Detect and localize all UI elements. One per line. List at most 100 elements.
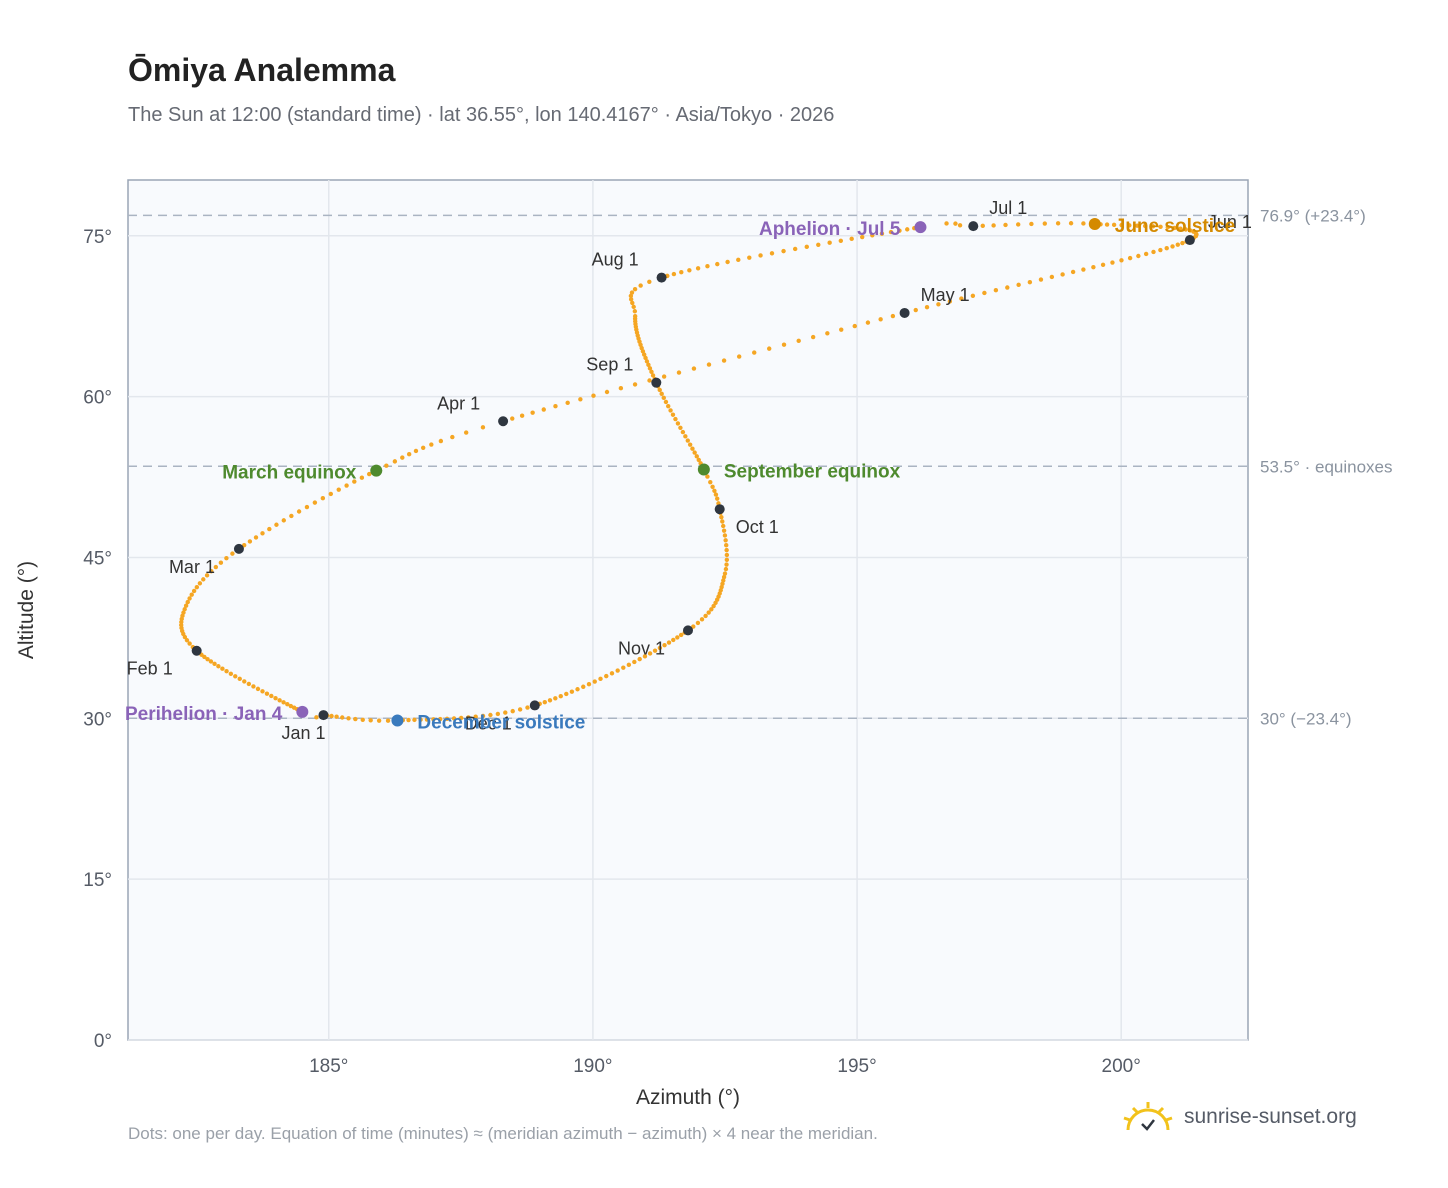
daily-dot	[670, 412, 676, 417]
daily-dot	[384, 463, 389, 468]
daily-dot	[340, 715, 345, 720]
daily-dot	[329, 713, 334, 719]
daily-dot	[708, 479, 713, 485]
daily-dot	[865, 320, 871, 325]
daily-dot	[530, 410, 535, 415]
daily-dot	[424, 717, 430, 722]
daily-dot	[320, 496, 326, 501]
daily-dot	[769, 251, 775, 256]
y-tick-label: 15°	[83, 870, 112, 891]
daily-dot	[431, 717, 436, 722]
daily-dot	[1172, 225, 1177, 231]
daily-dot	[480, 425, 486, 430]
daily-dot	[581, 684, 586, 689]
daily-dot	[630, 300, 635, 306]
plot-area	[127, 179, 1249, 1041]
daily-dot	[852, 323, 857, 329]
month-marker	[968, 221, 979, 232]
daily-dot	[525, 705, 530, 710]
daily-dot	[359, 475, 365, 480]
daily-dot	[314, 715, 319, 720]
daily-dot	[758, 253, 763, 258]
event-label: June solstice	[1115, 216, 1235, 237]
daily-dot	[1060, 272, 1065, 277]
y-tick-label: 75°	[83, 227, 112, 248]
daily-dot	[870, 233, 875, 238]
daily-dot	[659, 391, 664, 397]
labels: Jan 1 Feb 1 Mar 1 Apr 1 May 1 Jun 1 Jul 1 Aug 1…	[125, 198, 1252, 743]
daily-dot	[675, 421, 681, 426]
daily-dot	[1070, 269, 1076, 275]
daily-dot	[675, 635, 680, 640]
daily-dot	[721, 358, 727, 363]
daily-dot	[253, 535, 259, 540]
daily-dot	[260, 531, 265, 536]
daily-dot	[1016, 222, 1021, 227]
sun-logo-icon	[1123, 1102, 1173, 1131]
daily-dot	[569, 689, 575, 694]
daily-dot	[1142, 223, 1148, 229]
daily-dot	[437, 716, 443, 722]
daily-dot	[905, 227, 910, 232]
daily-dot	[1158, 224, 1163, 229]
daily-dot	[666, 640, 672, 645]
daily-dot	[212, 661, 217, 667]
daily-dot	[638, 283, 643, 288]
daily-dot	[957, 223, 963, 228]
daily-dot	[626, 662, 632, 668]
daily-dot	[679, 270, 684, 275]
daily-dot	[586, 681, 592, 687]
daily-dot	[1027, 279, 1033, 285]
daily-dot	[936, 302, 941, 307]
daily-dot	[264, 691, 270, 696]
month-marker	[498, 416, 509, 427]
daily-dot	[458, 715, 464, 721]
daily-dot	[185, 599, 190, 605]
daily-dot	[451, 716, 457, 721]
daily-dot	[970, 293, 976, 298]
daily-dot	[291, 705, 297, 710]
daily-dot	[646, 362, 651, 368]
daily-dot	[959, 296, 964, 301]
daily-dot	[642, 654, 648, 659]
month-label: Mar 1	[169, 557, 215, 577]
daily-dot	[980, 223, 985, 229]
daily-dot	[367, 471, 372, 477]
daily-dot	[463, 430, 469, 435]
daily-dot	[721, 574, 727, 580]
daily-dot	[495, 711, 501, 717]
daily-dot	[191, 588, 197, 594]
daily-dot	[400, 455, 405, 460]
daily-dot	[662, 642, 667, 648]
daily-dot	[631, 304, 636, 310]
month-marker	[318, 710, 329, 721]
daily-dot	[643, 355, 648, 361]
daily-dot	[438, 438, 444, 444]
daily-dot	[804, 244, 809, 250]
daily-dot	[671, 271, 677, 277]
month-label: Aug 1	[592, 250, 639, 270]
daily-dot	[413, 448, 419, 454]
daily-dot	[632, 309, 638, 314]
daily-dot	[334, 714, 339, 719]
daily-dot	[1104, 222, 1110, 227]
daily-dot	[838, 238, 844, 243]
daily-dot	[242, 679, 247, 684]
daily-dot	[1135, 223, 1140, 228]
daily-dot	[281, 518, 286, 523]
daily-dot	[406, 717, 411, 723]
daily-dot	[542, 699, 547, 705]
daily-dot	[720, 519, 725, 524]
daily-dot	[233, 674, 238, 679]
daily-dot	[640, 349, 646, 354]
daily-dot	[715, 261, 720, 267]
daily-dot	[251, 684, 256, 689]
month-label: Oct 1	[736, 517, 779, 537]
daily-dot	[184, 638, 190, 643]
daily-dot	[1136, 253, 1141, 259]
daily-dot	[663, 399, 669, 405]
daily-dot	[213, 564, 219, 570]
daily-dot	[1165, 225, 1170, 230]
daily-dot	[183, 603, 189, 608]
